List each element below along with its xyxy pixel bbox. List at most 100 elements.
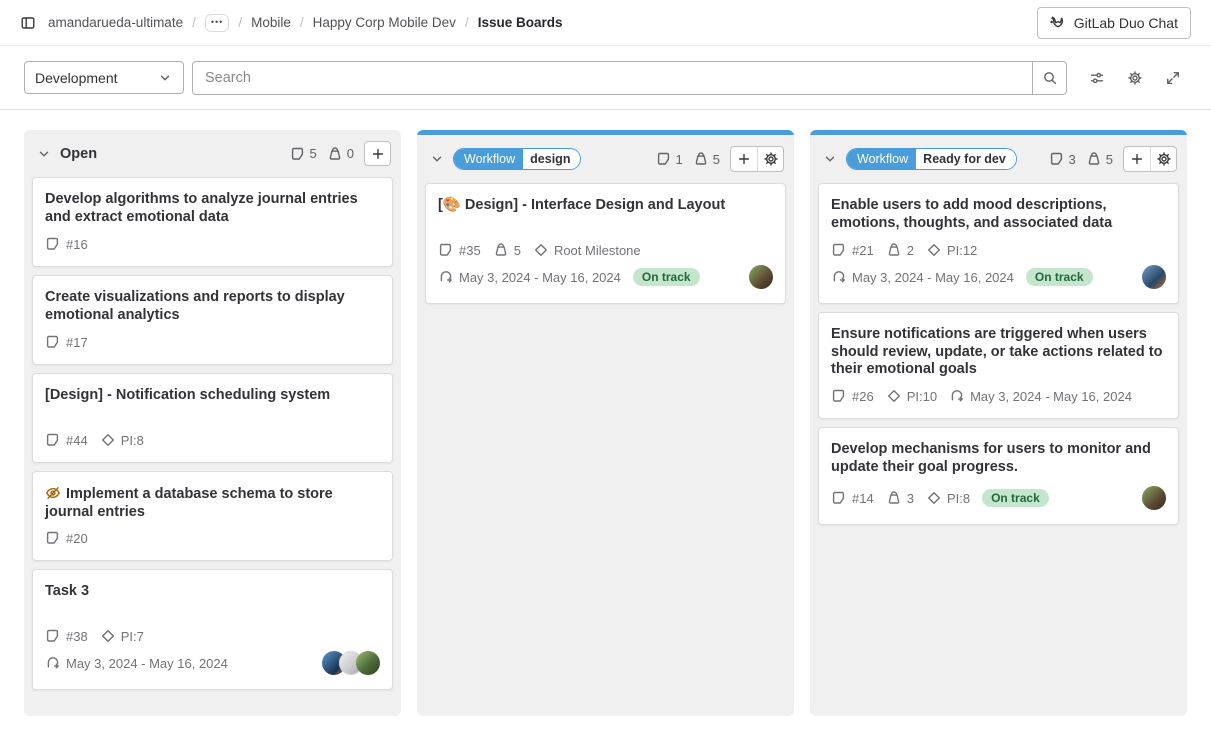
breadcrumb-bar: amandarueda-ultimate / ••• / Mobile / Happy Co…: [0, 0, 1211, 46]
collapse-column-button[interactable]: [427, 149, 447, 169]
weight-icon: [1086, 151, 1102, 167]
add-issue-button[interactable]: [1124, 147, 1150, 171]
breadcrumb-separator: /: [238, 15, 243, 30]
hidden-eye-slash-icon: [45, 485, 61, 501]
issue-card[interactable]: Enable users to add mood descriptions, e…: [818, 183, 1179, 304]
assignee-avatars: [1142, 486, 1166, 511]
milestone-icon: [926, 242, 942, 258]
expand-icon: [1165, 70, 1181, 86]
search-button[interactable]: [1032, 61, 1066, 94]
issue-card[interactable]: Develop algorithms to analyze journal en…: [32, 177, 393, 267]
issue-title[interactable]: [🎨 Design] - Interface Design and Layout: [438, 197, 726, 213]
issue-reference: #16: [66, 236, 88, 252]
issue-title[interactable]: [Design] - Notification scheduling syste…: [45, 387, 331, 403]
collapse-column-button[interactable]: [820, 149, 840, 169]
iteration-text: May 3, 2024 - May 16, 2024: [66, 655, 228, 671]
milestone-icon: [533, 242, 549, 258]
collapse-column-button[interactable]: [34, 144, 54, 164]
card-meta-row: #21 2 PI:12: [831, 242, 1166, 258]
add-issue-button[interactable]: [364, 141, 391, 166]
card-meta-row: May 3, 2024 - May 16, 2024 On track: [438, 265, 773, 289]
breadcrumb-item[interactable]: Mobile: [251, 15, 291, 30]
issue-count-value: 5: [309, 146, 317, 161]
column-actions-group: [1123, 146, 1177, 172]
board-switcher-dropdown[interactable]: Development: [24, 61, 184, 94]
plus-icon: [1129, 151, 1145, 167]
card-meta-row: May 3, 2024 - May 16, 2024 On track: [831, 265, 1166, 289]
issue-title[interactable]: Enable users to add mood descriptions, e…: [831, 197, 1113, 231]
issue-reference: #14: [852, 490, 874, 506]
add-issue-button[interactable]: [731, 147, 757, 171]
milestone-text: PI:8: [120, 432, 144, 448]
issue-card[interactable]: Develop mechanisms for users to monitor …: [818, 427, 1179, 526]
issue-card[interactable]: Task 3 #38 PI:7 May 3, 2024 - May 16, 2024: [32, 569, 393, 691]
scoped-label-value: Ready for dev: [916, 148, 1016, 170]
issue-reference: #21: [852, 242, 874, 258]
iteration-meta: May 3, 2024 - May 16, 2024: [438, 269, 621, 285]
assignee-avatars: [322, 651, 380, 676]
avatar[interactable]: [1142, 265, 1166, 289]
iteration-icon: [831, 269, 847, 285]
issue-title[interactable]: Ensure notifications are triggered when …: [831, 326, 1163, 378]
breadcrumb-item[interactable]: Happy Corp Mobile Dev: [312, 15, 456, 30]
issue-card[interactable]: Create visualizations and reports to dis…: [32, 275, 393, 365]
board-column-design: Workflow design 1 5 [🎨 Design] - Interface D…: [417, 130, 794, 716]
search-icon: [1042, 70, 1058, 86]
issue-icon: [45, 530, 61, 546]
scoped-label-value: design: [523, 148, 581, 170]
issue-card[interactable]: [🎨 Design] - Interface Design and Layout…: [425, 183, 786, 304]
avatar[interactable]: [1142, 486, 1166, 511]
issue-icon: [831, 242, 847, 258]
breadcrumb-separator: /: [192, 15, 196, 30]
column-settings-button[interactable]: [757, 147, 783, 171]
issue-icon: [45, 432, 61, 448]
plus-icon: [370, 146, 386, 162]
assignee-avatars: [749, 265, 773, 289]
milestone-text: PI:7: [120, 628, 144, 644]
weight-text: 5: [513, 242, 521, 258]
issue-title[interactable]: Develop mechanisms for users to monitor …: [831, 441, 1151, 475]
iteration-icon: [45, 655, 61, 671]
scoped-label[interactable]: Workflow design: [453, 147, 582, 171]
issue-icon: [45, 334, 61, 350]
column-settings-button[interactable]: [1150, 147, 1176, 171]
weight-count-value: 5: [1105, 151, 1113, 167]
breadcrumb-item[interactable]: amandarueda-ultimate: [48, 15, 184, 30]
board-settings-button[interactable]: [1121, 64, 1149, 92]
preferences-sliders-icon: [1089, 70, 1105, 86]
gear-icon: [1127, 70, 1143, 86]
issue-meta: #20: [45, 530, 88, 546]
issue-icon: [656, 151, 672, 167]
issue-title[interactable]: Create visualizations and reports to dis…: [45, 289, 345, 323]
avatar[interactable]: [749, 265, 773, 289]
issue-title[interactable]: Implement a database schema to store jou…: [45, 485, 333, 520]
avatar[interactable]: [356, 651, 380, 676]
card-meta-row: May 3, 2024 - May 16, 2024: [45, 651, 380, 676]
weight-meta: 2: [886, 242, 914, 258]
issue-card[interactable]: Ensure notifications are triggered when …: [818, 312, 1179, 420]
scoped-label[interactable]: Workflow Ready for dev: [846, 147, 1017, 171]
plus-icon: [736, 151, 752, 167]
sidebar-toggle-button[interactable]: [20, 15, 36, 31]
fullscreen-button[interactable]: [1159, 64, 1187, 92]
issue-meta: #17: [45, 334, 88, 350]
issue-card[interactable]: Implement a database schema to store jou…: [32, 471, 393, 562]
weight-icon: [493, 242, 509, 258]
column-title: Open: [60, 145, 98, 162]
milestone-meta: Root Milestone: [533, 242, 641, 258]
search-input[interactable]: [193, 61, 1032, 94]
issue-title[interactable]: Task 3: [45, 583, 90, 600]
duo-tanuki-icon: [1049, 15, 1066, 31]
milestone-meta: PI:8: [926, 490, 970, 506]
board-preferences-button[interactable]: [1083, 64, 1111, 92]
card-meta-row: #16: [45, 236, 380, 252]
duo-chat-label: GitLab Duo Chat: [1073, 14, 1178, 31]
duo-chat-button[interactable]: GitLab Duo Chat: [1036, 6, 1191, 39]
issue-title[interactable]: Develop algorithms to analyze journal en…: [45, 191, 358, 225]
weight-text: 2: [906, 242, 914, 258]
health-status-badge: On track: [1025, 268, 1093, 286]
breadcrumb-ellipsis-button[interactable]: •••: [204, 13, 230, 32]
column-card-list: Develop algorithms to analyze journal en…: [24, 175, 401, 716]
issue-card[interactable]: [Design] - Notification scheduling syste…: [32, 373, 393, 463]
